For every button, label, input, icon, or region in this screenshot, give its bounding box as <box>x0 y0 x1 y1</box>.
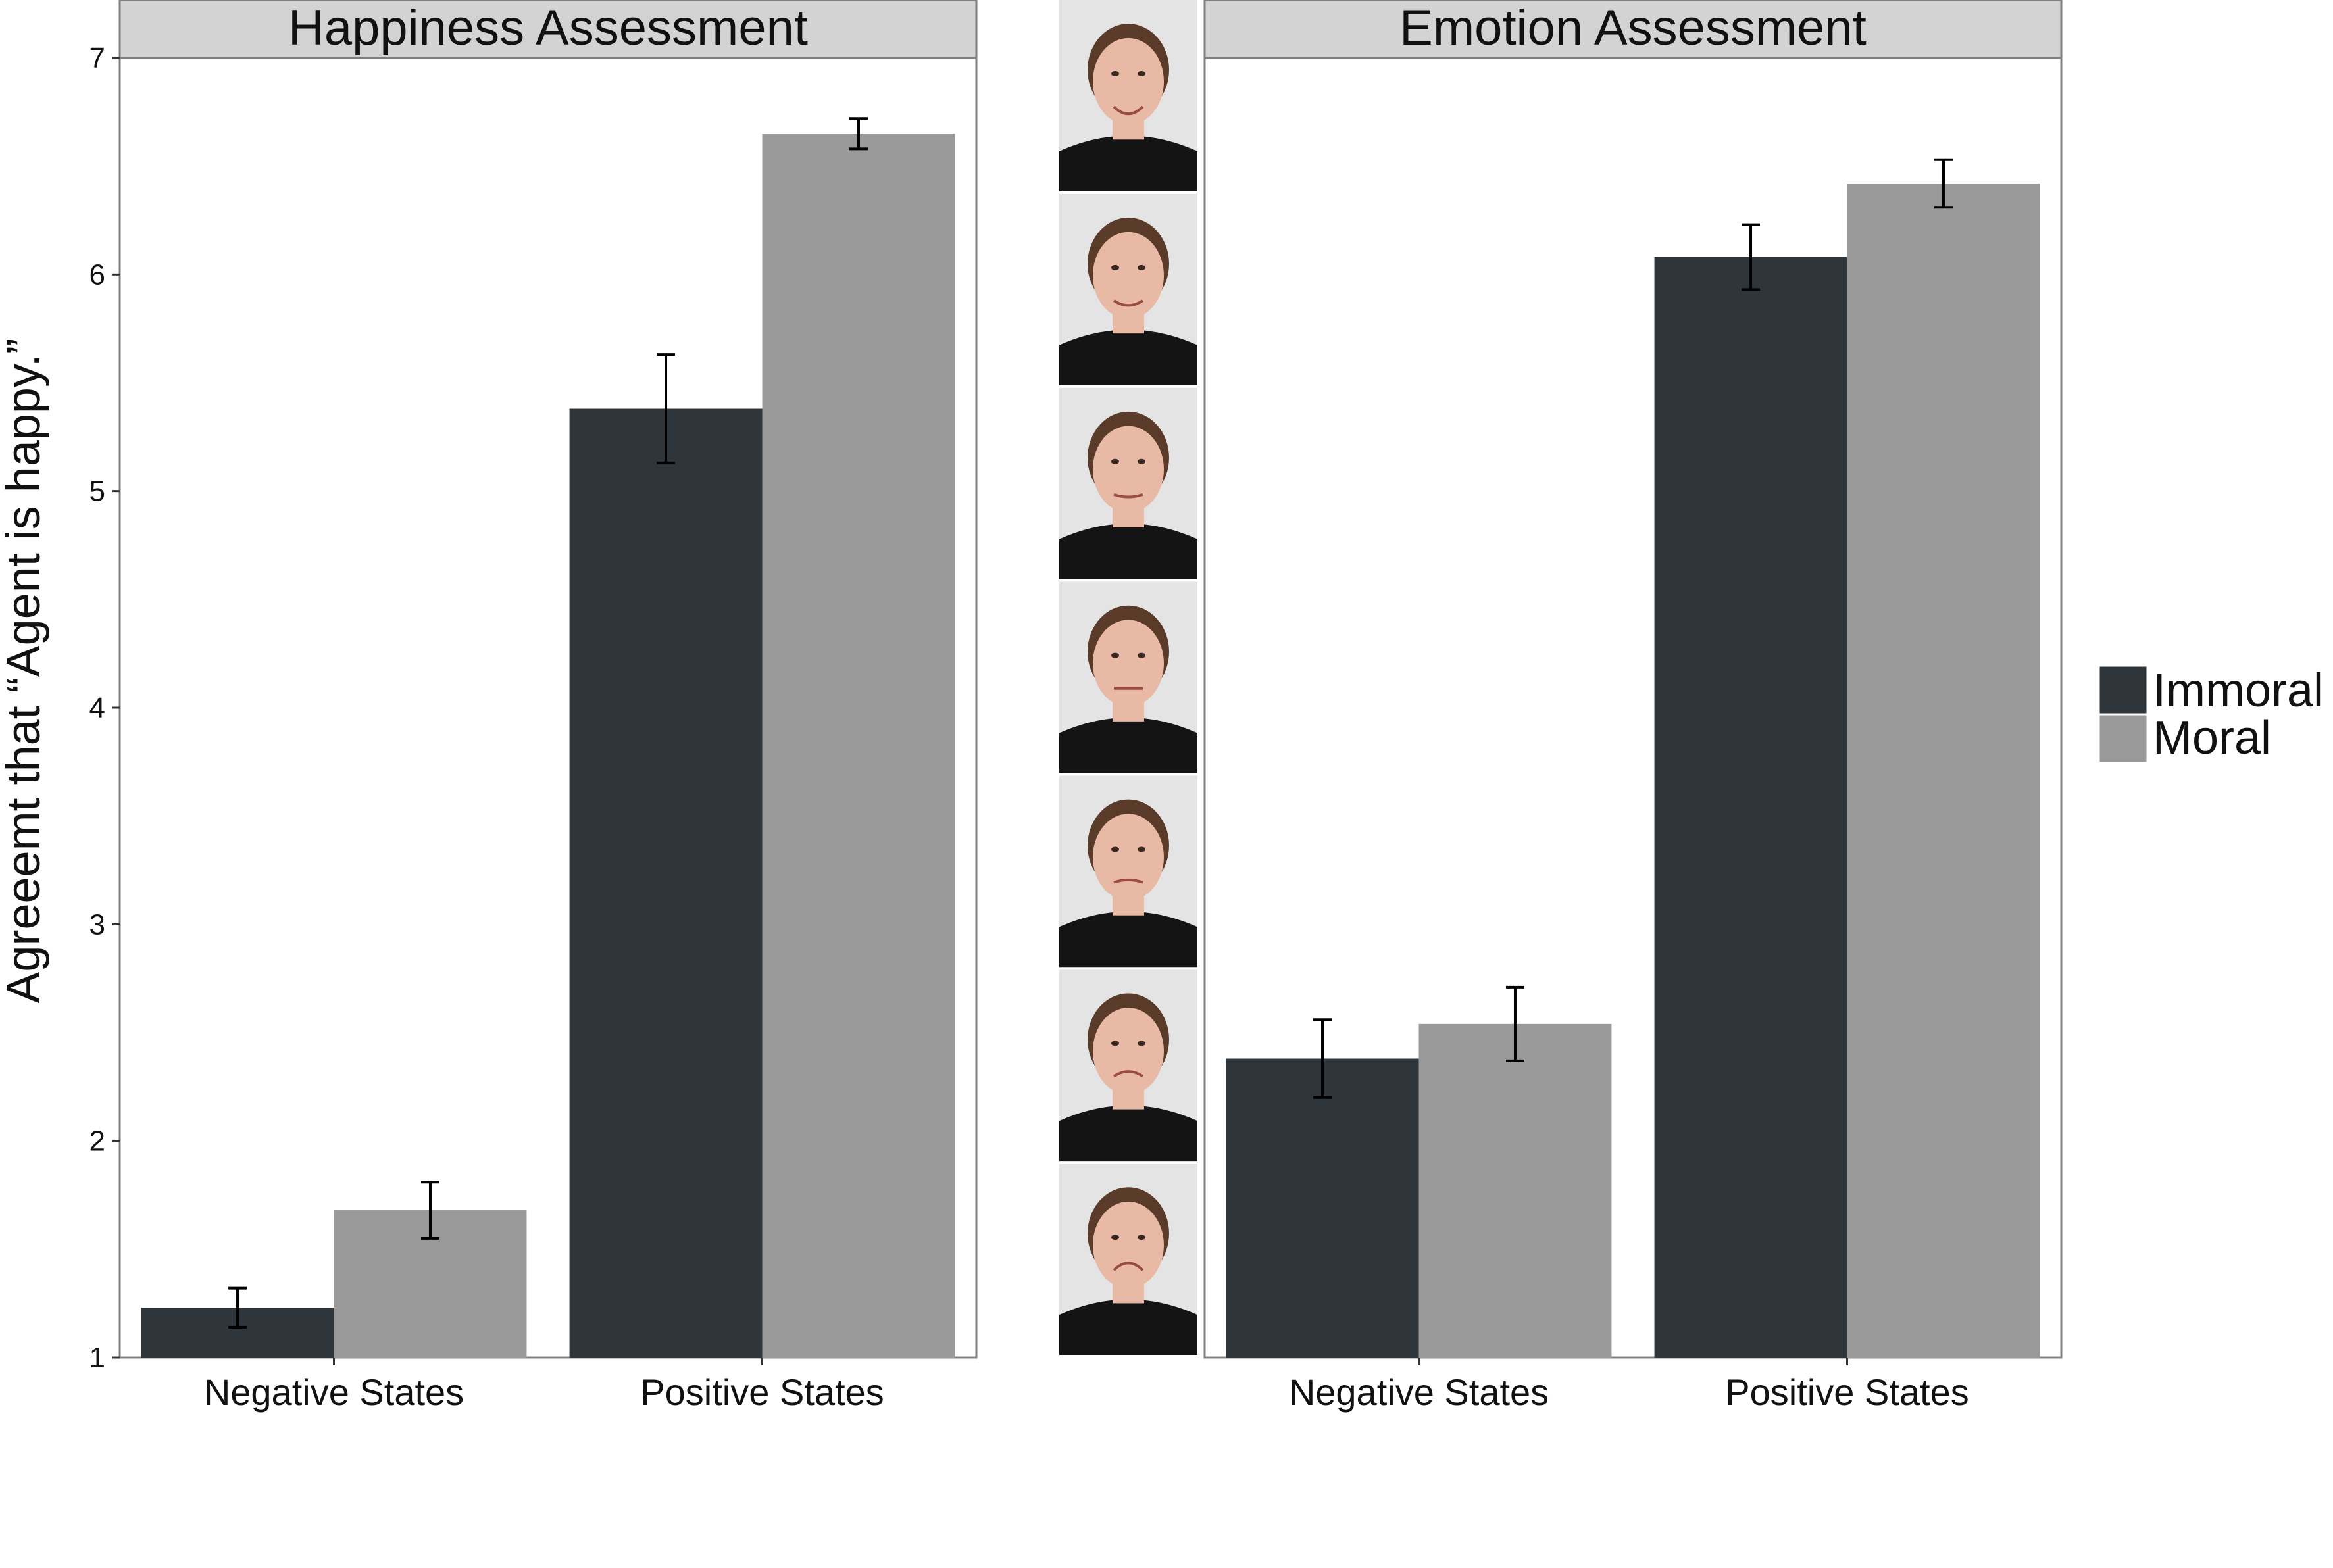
error-bar <box>1934 158 1953 209</box>
y-tick-label: 2 <box>89 1125 105 1158</box>
x-tick-label: Negative States <box>1289 1371 1549 1413</box>
bar-immoral-negative-states <box>1226 1058 1419 1358</box>
y-tick-label: 4 <box>89 692 105 724</box>
panel-emotion-assessment: Emotion Assessment Negative States Positi… <box>1203 0 2063 1413</box>
bar-immoral-positive-states <box>569 408 763 1358</box>
face-photo-icon <box>1059 387 1197 579</box>
legend-label-moral: Moral <box>2153 712 2271 764</box>
face-photo-icon <box>1059 193 1197 385</box>
error-bar <box>1505 985 1524 1062</box>
bar-immoral-positive-states <box>1654 257 1847 1358</box>
error-bar <box>420 1181 439 1240</box>
error-bar <box>1313 1018 1332 1099</box>
face-photo-icon <box>1059 775 1197 968</box>
x-axis: Negative States Positive States <box>204 1358 884 1413</box>
face-photo-icon <box>1059 969 1197 1162</box>
bar-moral-negative-states <box>1418 1023 1612 1358</box>
face-photo-icon <box>1059 581 1197 773</box>
y-tick-label: 6 <box>89 258 105 291</box>
bars <box>141 117 955 1358</box>
panel-title: Emotion Assessment <box>1399 0 1867 56</box>
panel-strip <box>118 0 978 59</box>
legend-key-moral <box>2097 713 2149 764</box>
x-axis: Negative States Positive States <box>1289 1358 1969 1413</box>
x-tick-label: Positive States <box>1725 1371 1969 1413</box>
face-photo-icon <box>1059 0 1197 191</box>
bar-moral-positive-states <box>1847 184 2040 1358</box>
error-bar <box>228 1286 247 1329</box>
error-bar <box>1742 223 1761 291</box>
panel-title: Happiness Assessment <box>288 0 808 56</box>
x-tick-label: Negative States <box>204 1371 464 1413</box>
x-tick-label: Positive States <box>640 1371 884 1413</box>
y-tick-label: 1 <box>89 1342 105 1374</box>
legend: Immoral Moral <box>2097 664 2324 764</box>
y-axis-title: Agreeemt that “Agent is happy.” <box>0 338 50 1003</box>
bars <box>1226 158 2040 1358</box>
bar-moral-positive-states <box>762 134 955 1358</box>
legend-label-immoral: Immoral <box>2153 664 2324 717</box>
face-photo-icon <box>1059 1164 1197 1355</box>
y-tick-label: 7 <box>89 42 105 74</box>
panel-happiness-assessment: Happiness Assessment 1 2 3 4 5 6 7 Negative St… <box>89 0 978 1413</box>
y-axis: 1 2 3 4 5 6 7 <box>89 42 120 1374</box>
error-bar <box>657 353 676 464</box>
face-photo-strip <box>1059 0 1197 1355</box>
y-tick-label: 5 <box>89 476 105 508</box>
y-tick-label: 3 <box>89 908 105 941</box>
error-bar <box>849 117 868 151</box>
legend-key-immoral <box>2097 664 2149 716</box>
